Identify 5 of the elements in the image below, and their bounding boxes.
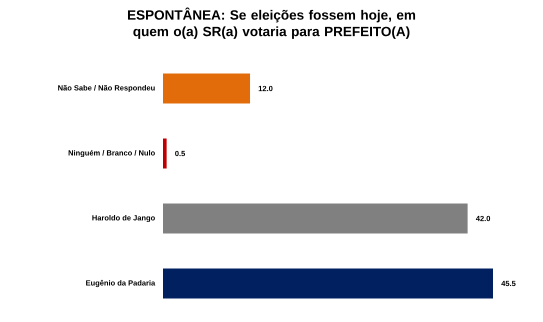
bar	[163, 74, 250, 104]
chart-title: ESPONTÂNEA: Se eleições fossem hoje, em quem o(a) SR(a) votaria para PREFEITO(A)	[128, 8, 416, 39]
bar	[163, 138, 167, 168]
bar	[163, 268, 493, 298]
bar	[163, 204, 468, 234]
